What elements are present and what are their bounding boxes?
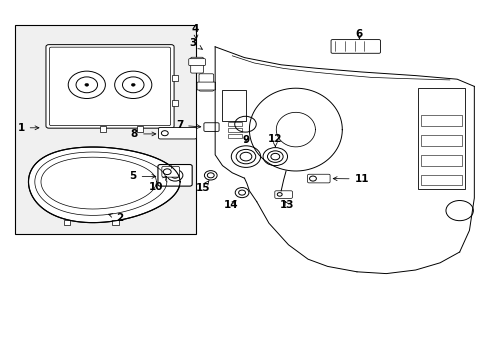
FancyBboxPatch shape: [307, 174, 329, 183]
FancyBboxPatch shape: [330, 40, 380, 53]
Circle shape: [263, 148, 287, 166]
Polygon shape: [28, 147, 180, 222]
Bar: [417, 88, 464, 189]
FancyBboxPatch shape: [158, 127, 196, 139]
Text: 9: 9: [242, 135, 249, 145]
Text: 13: 13: [279, 200, 294, 210]
Text: 15: 15: [195, 180, 210, 193]
Bar: [227, 122, 241, 126]
FancyBboxPatch shape: [199, 74, 213, 91]
Text: 2: 2: [108, 213, 123, 223]
Circle shape: [235, 188, 248, 198]
Bar: [222, 90, 245, 121]
Bar: [15, 25, 195, 234]
FancyBboxPatch shape: [274, 191, 292, 198]
Bar: [172, 100, 178, 106]
Bar: [420, 135, 461, 146]
Bar: [172, 75, 178, 81]
Text: 1: 1: [18, 123, 39, 133]
Bar: [137, 126, 142, 132]
Text: 6: 6: [355, 29, 362, 39]
Text: 5: 5: [129, 171, 156, 181]
Bar: [420, 155, 461, 166]
Bar: [227, 134, 241, 138]
Text: 14: 14: [224, 200, 238, 210]
Circle shape: [167, 170, 183, 181]
FancyBboxPatch shape: [188, 59, 205, 66]
Bar: [420, 175, 461, 185]
Text: 8: 8: [131, 129, 156, 139]
Bar: [112, 220, 119, 225]
Text: 12: 12: [267, 134, 282, 147]
Text: 4: 4: [191, 24, 199, 39]
FancyBboxPatch shape: [203, 123, 219, 131]
FancyBboxPatch shape: [197, 82, 215, 90]
FancyBboxPatch shape: [162, 166, 179, 177]
Circle shape: [131, 84, 135, 86]
Bar: [420, 115, 461, 126]
Bar: [100, 126, 106, 132]
FancyBboxPatch shape: [158, 165, 192, 186]
Text: 10: 10: [149, 176, 166, 192]
Circle shape: [114, 71, 151, 99]
Text: 11: 11: [332, 174, 368, 184]
FancyBboxPatch shape: [46, 45, 174, 128]
Circle shape: [68, 71, 105, 99]
Text: 7: 7: [175, 120, 201, 130]
Bar: [227, 128, 241, 132]
FancyBboxPatch shape: [190, 57, 203, 73]
Circle shape: [85, 84, 89, 86]
Bar: [63, 220, 70, 225]
Text: 3: 3: [189, 38, 202, 49]
Circle shape: [231, 146, 260, 167]
Circle shape: [204, 171, 217, 180]
